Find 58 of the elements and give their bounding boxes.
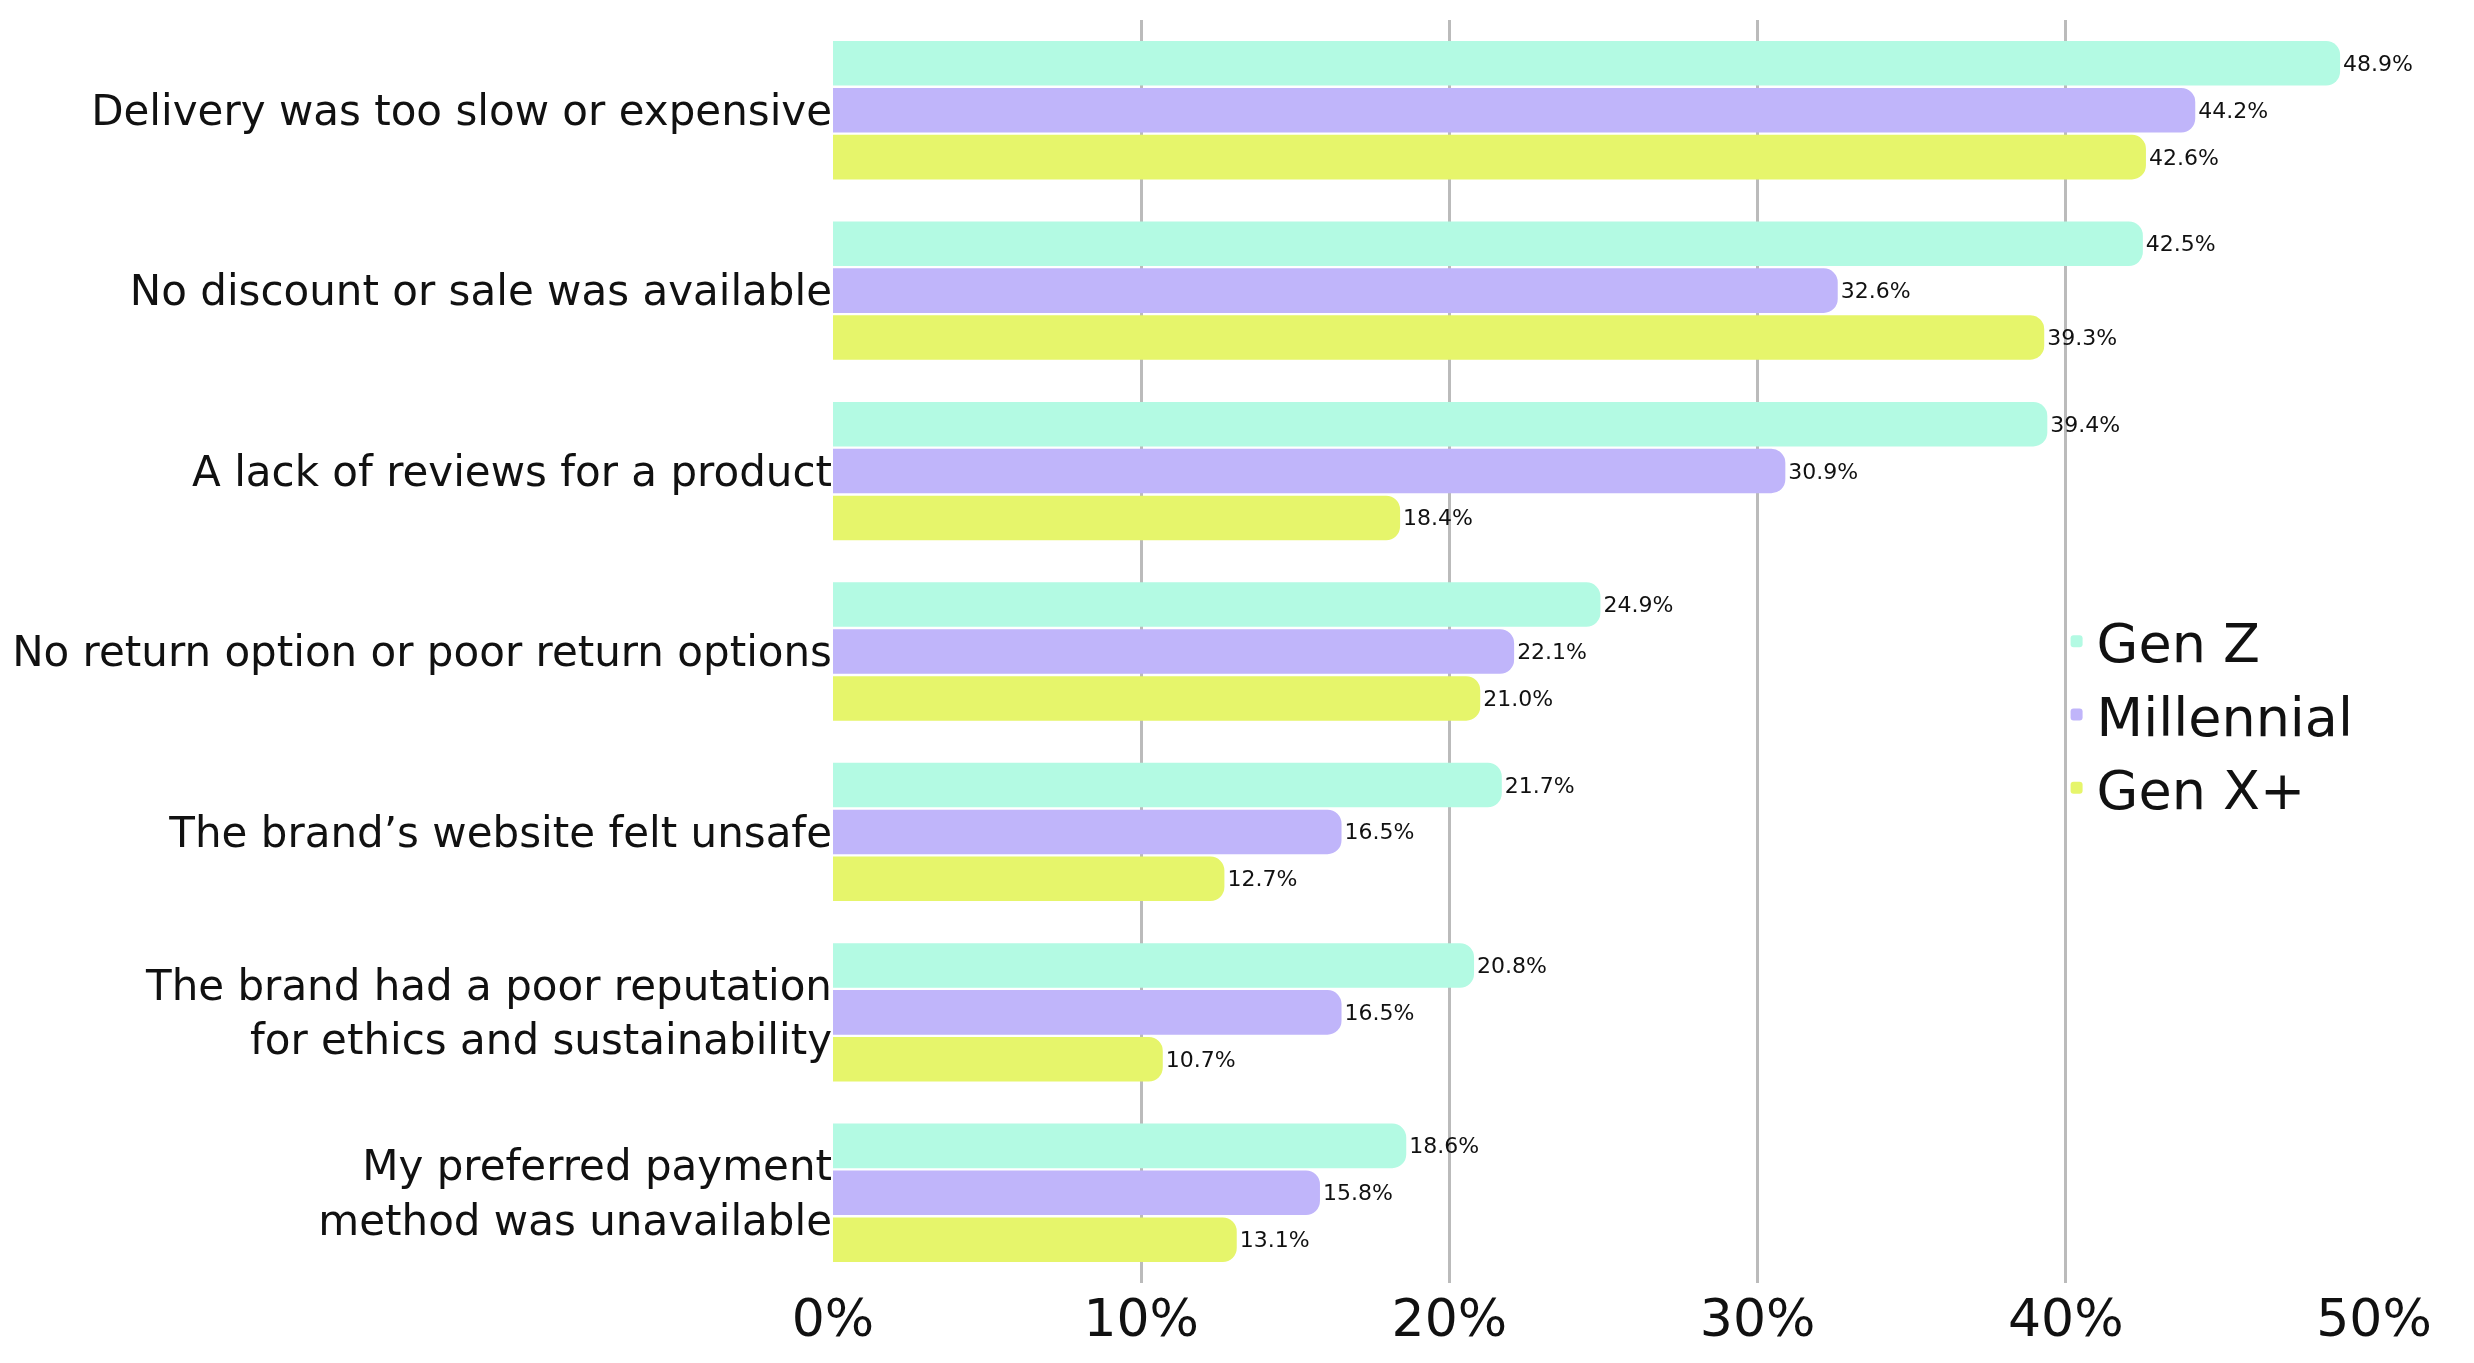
- data-label: 18.6%: [1409, 1133, 1480, 1159]
- bar: [833, 401, 2048, 447]
- bar: [833, 448, 1786, 494]
- data-label: 12.7%: [1227, 866, 1298, 892]
- bar: [833, 676, 1481, 721]
- y-tick-label: No discount or sale was available: [129, 266, 832, 316]
- bar: [833, 315, 2045, 360]
- y-tick-label: The brand’s website felt unsafe: [168, 807, 832, 857]
- data-label: 21.7%: [1504, 772, 1575, 798]
- data-label: 21.0%: [1483, 685, 1554, 711]
- bar: [833, 1123, 1407, 1169]
- bar: [833, 809, 1342, 855]
- bar: [833, 762, 1502, 808]
- bar: [833, 943, 1475, 988]
- data-label: 30.9%: [1788, 458, 1859, 484]
- data-label: 48.9%: [2343, 50, 2413, 76]
- x-tick-label: 40%: [2008, 1288, 2124, 1348]
- bar: [833, 221, 2143, 267]
- data-label: 39.4%: [2050, 411, 2121, 437]
- data-label: 39.3%: [2047, 325, 2118, 351]
- data-label: 16.5%: [1344, 999, 1415, 1025]
- x-tick-label: 30%: [1699, 1288, 1816, 1348]
- bar: [833, 1170, 1320, 1216]
- bar: [833, 1217, 1237, 1262]
- y-tick-label: No return option or poor return options: [12, 627, 832, 677]
- data-label: 15.8%: [1322, 1180, 1393, 1206]
- data-label: 42.6%: [2148, 144, 2219, 170]
- x-tick-label: 20%: [1391, 1288, 1508, 1348]
- data-label: 32.6%: [1840, 278, 1911, 304]
- legend-label: Gen X+: [2096, 758, 2306, 822]
- y-tick-label: My preferred payment method was unavailable: [318, 1141, 832, 1245]
- bar: [833, 1036, 1163, 1082]
- data-label: 20.8%: [1477, 952, 1547, 978]
- legend-label: Gen Z: [2096, 612, 2261, 676]
- data-label: 42.5%: [2145, 231, 2216, 257]
- y-tick-label: The brand had a poor reputation for ethics and sustainability: [144, 960, 832, 1065]
- data-label: 18.4%: [1403, 505, 1473, 531]
- x-tick-label: 10%: [1083, 1288, 1199, 1348]
- data-label: 22.1%: [1517, 639, 1588, 664]
- y-tick-label: Delivery was too slow or expensive: [91, 85, 832, 135]
- bar: [833, 41, 2341, 86]
- bar: [833, 582, 1601, 627]
- x-tick-label: 50%: [2316, 1288, 2432, 1348]
- bar: [833, 990, 1342, 1035]
- data-label: 44.2%: [2198, 97, 2269, 123]
- data-label: 13.1%: [1239, 1227, 1310, 1253]
- data-label: 24.9%: [1603, 592, 1674, 618]
- bar: [833, 87, 2196, 133]
- bar: [833, 856, 1225, 902]
- bar: [833, 629, 1515, 674]
- bar: [833, 268, 1838, 313]
- data-label: 16.5%: [1344, 819, 1415, 845]
- x-tick-label: 0%: [791, 1288, 875, 1348]
- bar: [833, 134, 2146, 180]
- legend-label: Millennial: [2096, 685, 2353, 749]
- y-tick-label: A lack of reviews for a product: [192, 446, 832, 496]
- data-label: 10.7%: [1165, 1046, 1236, 1072]
- bar: [833, 495, 1401, 541]
